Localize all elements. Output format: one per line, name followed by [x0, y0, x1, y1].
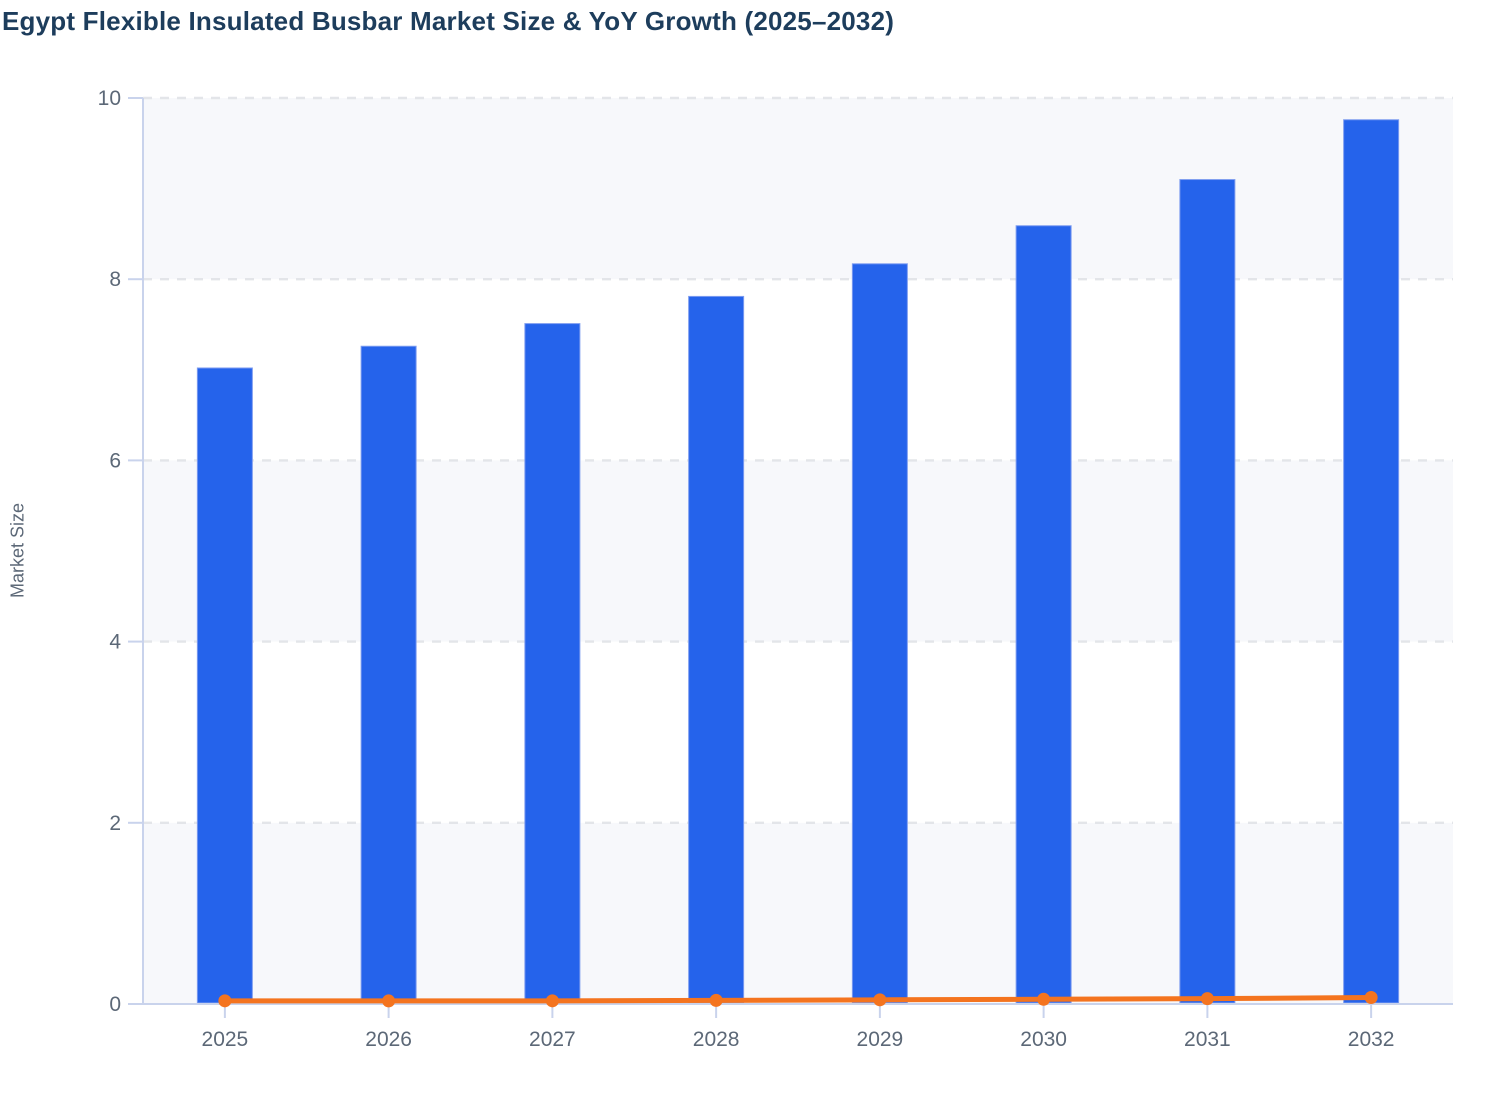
x-tick-label-2026: 2026: [365, 1028, 412, 1051]
x-tick-label-2028: 2028: [693, 1028, 740, 1051]
bar-2025: [196, 367, 253, 1004]
bar-2026: [360, 345, 417, 1004]
y-tick-label-8: 8: [109, 268, 121, 291]
y-tick-label-6: 6: [109, 449, 121, 472]
x-tick-label-2027: 2027: [529, 1028, 576, 1051]
plot-band-0: [143, 822, 1453, 1004]
yoy-growth-marker-2025: [218, 994, 232, 1008]
y-tick-label-2: 2: [109, 812, 121, 835]
plot-band-8: [143, 98, 1453, 280]
bar-2029: [851, 263, 908, 1004]
yoy-growth-marker-2028: [709, 993, 723, 1007]
bar-2030: [1015, 225, 1072, 1004]
yoy-growth-marker-2032: [1364, 990, 1378, 1004]
x-tick-label-2030: 2030: [1020, 1028, 1067, 1051]
y-tick-label-4: 4: [109, 631, 121, 654]
x-tick-label-2032: 2032: [1348, 1028, 1395, 1051]
y-tick-label-10: 10: [98, 87, 121, 110]
yoy-growth-marker-2030: [1037, 992, 1051, 1006]
yoy-growth-line: [222, 994, 1374, 1004]
bar-2031: [1179, 179, 1236, 1004]
x-tick-label-2031: 2031: [1184, 1028, 1231, 1051]
plot-band-4: [143, 460, 1453, 642]
yoy-growth-marker-2027: [545, 994, 559, 1008]
x-tick-label-2029: 2029: [857, 1028, 904, 1051]
yoy-growth-marker-2031: [1200, 992, 1214, 1006]
yoy-growth-marker-2029: [873, 993, 887, 1007]
chart-title: Egypt Flexible Insulated Busbar Market S…: [2, 6, 895, 36]
bar-2027: [524, 323, 581, 1004]
bar-2032: [1343, 119, 1400, 1004]
x-tick-label-2025: 2025: [202, 1028, 249, 1051]
yoy-growth-marker-2026: [382, 994, 396, 1008]
y-tick-label-0: 0: [109, 993, 121, 1016]
bar-2028: [688, 295, 745, 1004]
